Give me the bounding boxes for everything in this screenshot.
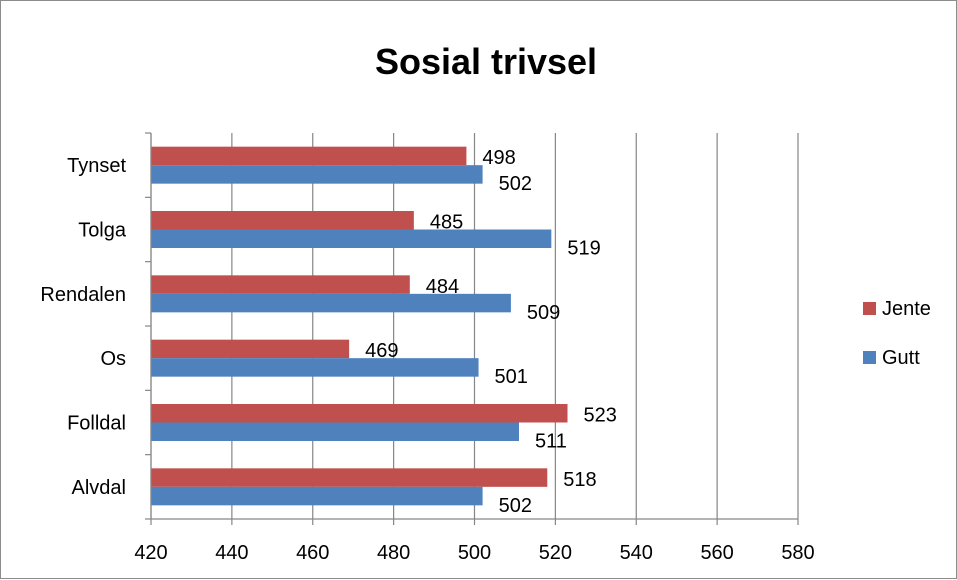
bar-gutt <box>151 422 519 441</box>
bar-jente <box>151 275 410 294</box>
x-tick-label: 520 <box>539 542 572 564</box>
bar-gutt <box>151 358 479 377</box>
x-tick-label: 420 <box>134 542 167 564</box>
x-tick-label: 540 <box>620 542 653 564</box>
data-label: 509 <box>527 302 560 324</box>
bar-gutt <box>151 229 552 248</box>
category-label: Rendalen <box>40 284 126 306</box>
x-tick-label: 500 <box>458 542 491 564</box>
bar-jente <box>151 468 548 487</box>
data-label: 484 <box>426 276 459 298</box>
legend-label: Jente <box>882 298 931 320</box>
bar-gutt <box>151 165 483 184</box>
axes: 420 440 460 480 500 520 540 560 580 Tynset Tolga Re… <box>40 132 815 564</box>
category-label: Tynset <box>67 155 126 177</box>
x-tick-label: 580 <box>781 542 814 564</box>
bar-jente <box>151 146 467 166</box>
bar-jente <box>151 404 568 423</box>
x-tick-label: 460 <box>296 542 329 564</box>
bar-jente <box>151 339 350 359</box>
bars <box>151 146 568 506</box>
legend-label: Gutt <box>882 347 920 369</box>
legend-swatch-gutt <box>863 351 876 364</box>
bar-gutt <box>151 293 511 313</box>
category-label: Alvdal <box>72 477 126 499</box>
category-label: Tolga <box>78 220 127 242</box>
bar-gutt <box>151 486 483 506</box>
data-label: 523 <box>584 405 617 427</box>
x-tick-label: 480 <box>377 542 410 564</box>
data-label: 511 <box>535 431 567 453</box>
x-tick-label: 560 <box>700 542 733 564</box>
chart-title: Sosial trivsel <box>375 41 597 82</box>
legend-swatch-jente <box>863 302 876 315</box>
data-label: 501 <box>495 366 528 388</box>
data-label: 485 <box>430 212 463 234</box>
bar-jente <box>151 211 414 230</box>
grid-lines <box>150 133 799 519</box>
data-label: 498 <box>482 147 515 169</box>
x-tick-label: 440 <box>215 542 248 564</box>
category-label: Folldal <box>67 413 126 435</box>
data-labels: 498 485 484 469 523 518 502 519 509 501 511 502 <box>365 147 617 517</box>
data-label: 469 <box>365 340 398 362</box>
category-label: Os <box>100 348 126 370</box>
data-label: 519 <box>567 238 600 260</box>
legend: Jente Gutt <box>863 298 931 369</box>
data-label: 502 <box>499 173 532 195</box>
data-label: 502 <box>499 495 532 517</box>
data-label: 518 <box>563 469 596 491</box>
